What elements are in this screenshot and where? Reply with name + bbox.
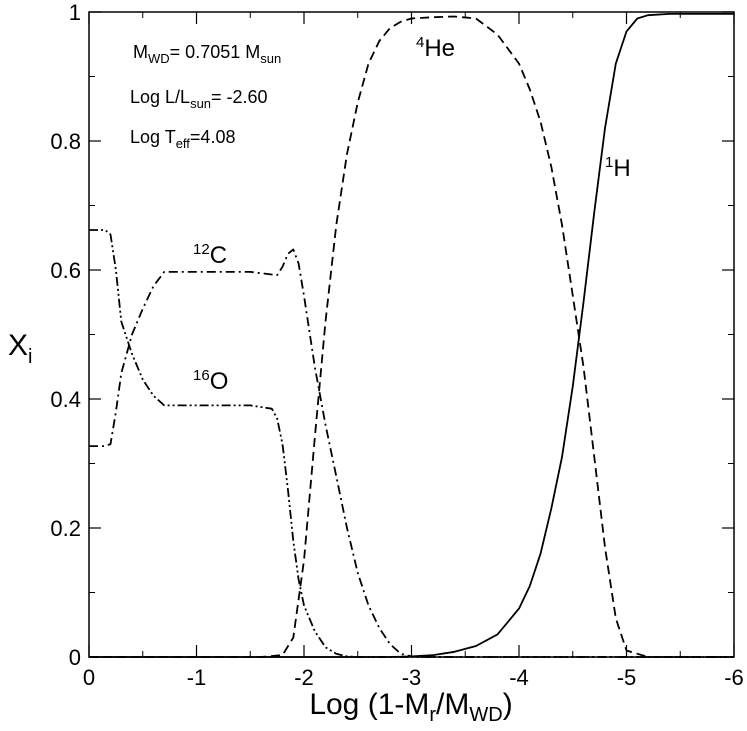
annotation-lum-text: Log L/L	[130, 87, 190, 107]
y-tick-label: 0.6	[50, 258, 81, 283]
series-layer	[89, 13, 734, 658]
species-c-name: C	[210, 242, 227, 269]
species-c-mass-number: 12	[193, 241, 210, 258]
y-tick-label: 0	[69, 645, 81, 670]
x-axis-title: Log (1-Mr/MWD)	[309, 688, 512, 726]
y-axis-title-sub: i	[28, 346, 32, 368]
series-line-12c	[89, 248, 734, 658]
y-tick-label: 0.4	[50, 387, 81, 412]
annotation-lum-sub: sun	[190, 96, 211, 111]
species-label-c12: 12C	[193, 241, 227, 269]
annotation-mass-text: = 0.7051 M	[170, 42, 261, 62]
series-line-4he	[89, 15, 734, 658]
species-o-mass-number: 16	[193, 367, 210, 384]
x-tick-label: -3	[402, 665, 422, 690]
x-tick-label: -2	[294, 665, 314, 690]
series-line-1h	[89, 13, 734, 658]
annotation-mass: MWD= 0.7051 Msun	[133, 42, 281, 66]
x-axis-title-sub-r: r	[429, 704, 436, 726]
x-tick-label: -1	[187, 665, 207, 690]
species-he-name: He	[424, 35, 455, 62]
annotation-mass-m: M	[133, 42, 148, 62]
x-axis-title-mid: /M	[436, 688, 469, 721]
y-axis-title-main: X	[8, 329, 28, 362]
annotation-teff-text: Log T	[130, 127, 176, 147]
species-h-mass-number: 1	[605, 154, 613, 171]
annotation-mass-sub-wd: WD	[148, 51, 170, 66]
annotation-teff-value: =4.08	[190, 127, 236, 147]
species-h-name: H	[613, 155, 630, 182]
series-line-16o	[89, 229, 734, 658]
plot-frame	[88, 11, 735, 658]
annotation-teff: Log Teff=4.08	[130, 127, 235, 151]
y-tick-label: 0.2	[50, 516, 81, 541]
x-tick-label: -6	[724, 665, 744, 690]
ticks-layer: 0 -1 -2 -3 -4 -5 -6 0 0.2 0.4 0.6 0.8 1	[50, 0, 743, 690]
x-axis-title-main: Log (1-M	[309, 688, 429, 721]
y-tick-label: 0.8	[50, 129, 81, 154]
annotation-mass-sub-sun: sun	[260, 51, 281, 66]
species-label-o16: 16O	[193, 367, 228, 395]
x-axis-title-sub-wd: WD	[469, 704, 502, 726]
species-o-name: O	[210, 368, 229, 395]
species-label-he4: 4He	[416, 34, 455, 62]
species-he-mass-number: 4	[416, 34, 424, 51]
y-axis-title: Xi	[8, 329, 32, 368]
x-axis-title-end: )	[503, 688, 513, 721]
x-tick-label: -5	[617, 665, 637, 690]
annotation-teff-sub: eff	[176, 136, 191, 151]
annotation-luminosity: Log L/Lsun= -2.60	[130, 87, 268, 111]
annotation-lum-value: = -2.60	[211, 87, 268, 107]
x-tick-label: 0	[83, 665, 95, 690]
species-label-h1: 1H	[605, 154, 631, 182]
y-tick-label: 1	[69, 0, 81, 25]
x-tick-label: -4	[509, 665, 529, 690]
